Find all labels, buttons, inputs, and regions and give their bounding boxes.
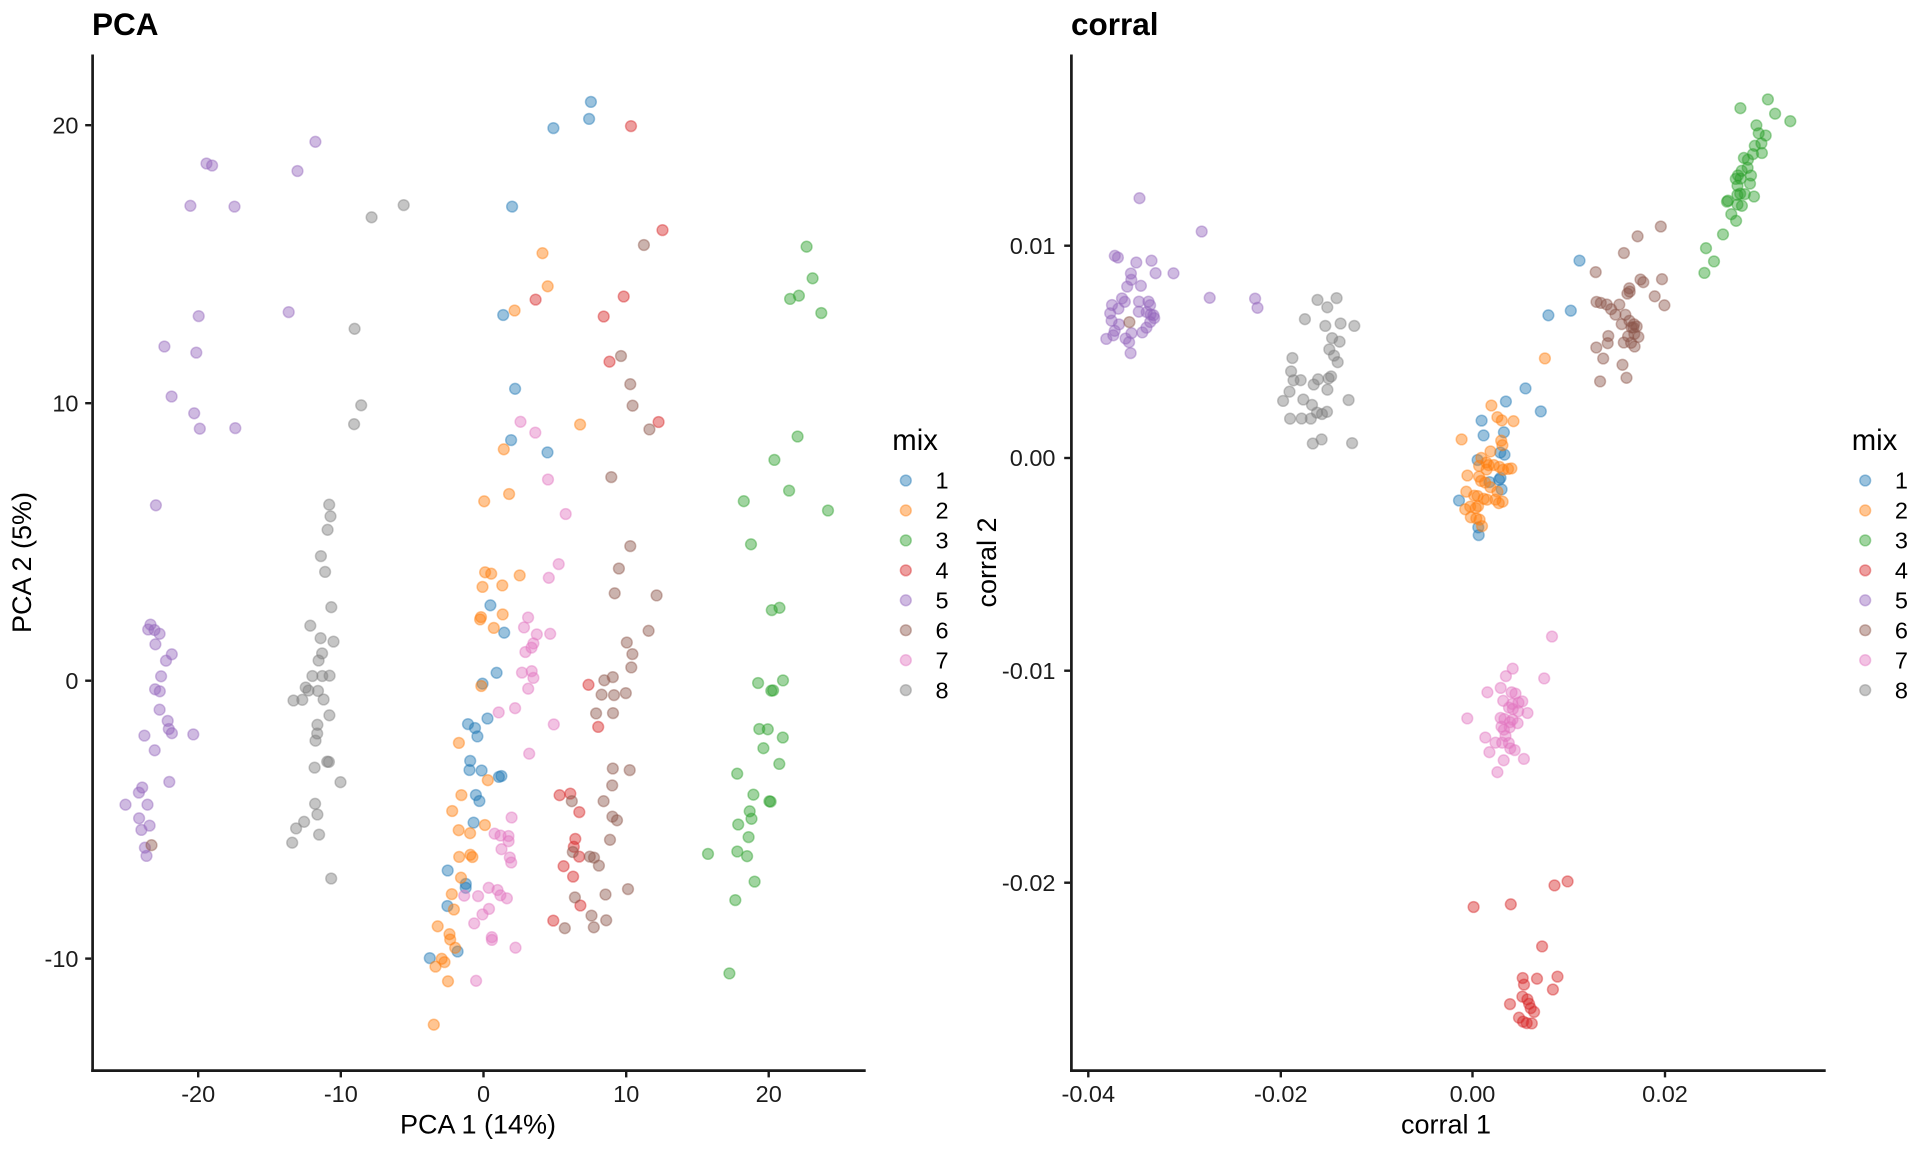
svg-text:-10: -10 bbox=[324, 1081, 358, 1107]
svg-text:7: 7 bbox=[1895, 647, 1908, 673]
svg-text:-0.01: -0.01 bbox=[1002, 658, 1056, 684]
svg-text:6: 6 bbox=[1895, 617, 1908, 643]
svg-text:PCA: PCA bbox=[92, 6, 159, 42]
svg-text:2: 2 bbox=[936, 498, 949, 524]
svg-text:0.00: 0.00 bbox=[1450, 1081, 1496, 1107]
svg-text:6: 6 bbox=[936, 617, 949, 643]
svg-text:PCA 1 (14%): PCA 1 (14%) bbox=[400, 1109, 556, 1139]
svg-text:corral: corral bbox=[1071, 6, 1159, 42]
svg-text:-0.04: -0.04 bbox=[1062, 1081, 1116, 1107]
svg-text:0.02: 0.02 bbox=[1642, 1081, 1688, 1107]
svg-text:0.00: 0.00 bbox=[1010, 445, 1056, 471]
svg-text:-10: -10 bbox=[45, 946, 79, 972]
svg-text:0: 0 bbox=[65, 668, 78, 694]
svg-text:mix: mix bbox=[1852, 424, 1898, 457]
svg-text:-0.02: -0.02 bbox=[1002, 870, 1056, 896]
svg-text:5: 5 bbox=[1895, 588, 1908, 614]
svg-text:2: 2 bbox=[1895, 498, 1908, 524]
svg-text:10: 10 bbox=[613, 1081, 639, 1107]
svg-text:7: 7 bbox=[936, 647, 949, 673]
svg-text:3: 3 bbox=[1895, 528, 1908, 554]
svg-text:20: 20 bbox=[52, 112, 78, 138]
svg-text:-20: -20 bbox=[181, 1081, 215, 1107]
svg-text:1: 1 bbox=[1895, 468, 1908, 494]
svg-text:3: 3 bbox=[936, 528, 949, 554]
svg-text:8: 8 bbox=[1895, 677, 1908, 703]
svg-text:corral 1: corral 1 bbox=[1401, 1109, 1491, 1139]
svg-text:0.01: 0.01 bbox=[1010, 233, 1056, 259]
svg-text:1: 1 bbox=[936, 468, 949, 494]
svg-text:4: 4 bbox=[1895, 558, 1908, 584]
svg-text:0: 0 bbox=[477, 1081, 490, 1107]
svg-text:PCA 2 (5%): PCA 2 (5%) bbox=[7, 492, 37, 633]
svg-text:5: 5 bbox=[936, 588, 949, 614]
svg-text:-0.02: -0.02 bbox=[1254, 1081, 1308, 1107]
svg-text:20: 20 bbox=[756, 1081, 782, 1107]
svg-text:8: 8 bbox=[936, 677, 949, 703]
svg-text:corral 2: corral 2 bbox=[972, 517, 1002, 607]
svg-text:4: 4 bbox=[936, 558, 949, 584]
svg-text:10: 10 bbox=[52, 390, 78, 416]
svg-text:mix: mix bbox=[892, 424, 938, 457]
